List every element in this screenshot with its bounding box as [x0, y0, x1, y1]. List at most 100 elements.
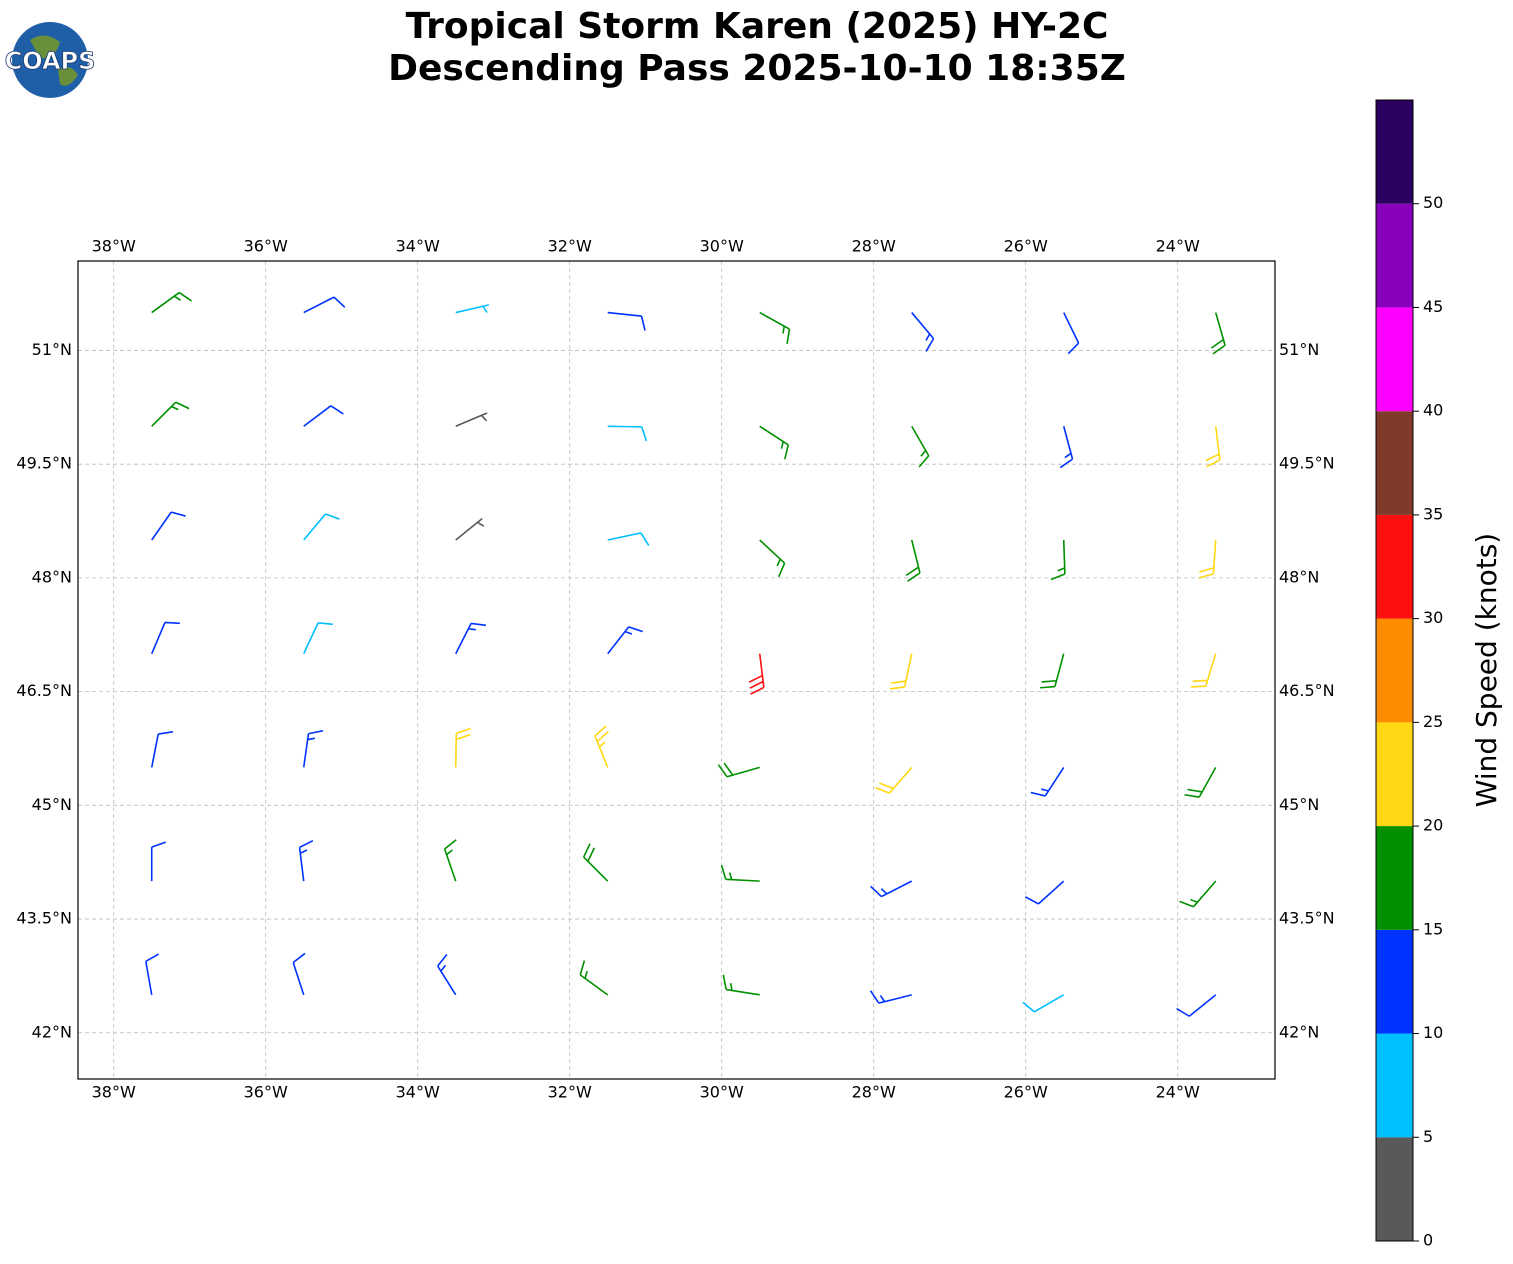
- y-tick-label: 49.5°N: [1279, 454, 1335, 473]
- wind-barb: [1184, 767, 1217, 798]
- wind-barb: [150, 621, 180, 655]
- wind-barb: [1210, 312, 1226, 355]
- y-tick-label: 48°N: [1279, 567, 1319, 586]
- wind-barb: [869, 990, 912, 1004]
- y-tick-label: 43.5°N: [1279, 909, 1335, 928]
- colorbar-tick-label: 10: [1423, 1023, 1443, 1042]
- wind-barb: [717, 762, 760, 778]
- colorbar-tick-label: 30: [1423, 608, 1443, 627]
- y-tick-label: 51°N: [32, 340, 72, 359]
- colorbar-tick-label: 40: [1423, 401, 1443, 420]
- y-tick-label: 48°N: [32, 567, 72, 586]
- x-tick-label: 26°W: [1004, 237, 1048, 256]
- x-tick-label: 32°W: [548, 237, 592, 256]
- wind-barb: [911, 312, 935, 352]
- wind-barb: [150, 841, 166, 882]
- wind-barb: [759, 311, 791, 344]
- colorbar-segment: [1376, 411, 1413, 515]
- x-tick-label: 34°W: [396, 1083, 440, 1102]
- wind-barb: [1040, 653, 1065, 689]
- x-tick-label: 34°W: [396, 237, 440, 256]
- wind-barb: [875, 766, 913, 794]
- wind-barb: [579, 960, 609, 996]
- x-tick-label: 28°W: [852, 237, 896, 256]
- y-tick-label: 45°N: [32, 795, 72, 814]
- y-tick-label: 42°N: [32, 1022, 72, 1041]
- logo-land: [30, 35, 78, 86]
- colorbar-tick-label: 0: [1423, 1231, 1433, 1250]
- wind-barb: [455, 304, 490, 314]
- colorbar-tick-label: 45: [1423, 297, 1443, 316]
- wind-barb: [759, 425, 790, 460]
- x-tick-label: 28°W: [852, 1083, 896, 1102]
- colorbar-frame: [1375, 99, 1414, 1242]
- wind-barb: [1176, 994, 1217, 1017]
- wind-barb: [607, 425, 648, 442]
- wind-barb: [722, 974, 760, 996]
- wind-barb: [911, 425, 930, 468]
- wind-barb: [145, 953, 160, 995]
- colorbar-segment: [1376, 203, 1413, 308]
- wind-barb: [292, 952, 306, 996]
- wind-barb: [1030, 766, 1065, 797]
- x-tick-label: 38°W: [92, 1083, 136, 1102]
- x-tick-label: 26°W: [1004, 1083, 1048, 1102]
- wind-barb: [607, 626, 644, 655]
- wind-barb: [748, 653, 765, 695]
- wind-barb: [905, 539, 921, 582]
- wind-barb: [1063, 312, 1080, 355]
- wind-barb: [151, 401, 190, 427]
- colorbar-tick-label: 20: [1423, 816, 1443, 835]
- colorbar-segment: [1376, 307, 1413, 412]
- x-tick-label: 36°W: [244, 237, 288, 256]
- logo: COAPS: [4, 22, 96, 98]
- wind-barb: [455, 412, 488, 428]
- x-tick-label: 38°W: [92, 237, 136, 256]
- x-tick-label: 36°W: [244, 1083, 288, 1102]
- colorbar-tick-label: 35: [1423, 504, 1443, 523]
- wind-barb: [455, 622, 487, 655]
- chart-subtitle: Descending Pass 2025-10-10 18:35Z: [388, 48, 1126, 89]
- colorbar-tick-label: 25: [1423, 712, 1443, 731]
- y-tick-label: 43.5°N: [16, 909, 72, 928]
- x-tick-label: 24°W: [1156, 237, 1200, 256]
- wind-barb: [150, 731, 174, 768]
- colorbar-segment: [1376, 929, 1413, 1034]
- wind-barb: [302, 729, 324, 768]
- x-tick-label: 32°W: [548, 1083, 592, 1102]
- wind-barb: [1190, 653, 1217, 688]
- wind-barb: [151, 511, 186, 541]
- wind-barb: [454, 727, 471, 768]
- wind-barb: [889, 653, 913, 690]
- y-tick-label: 45°N: [1279, 795, 1319, 814]
- wind-barb: [455, 517, 485, 541]
- x-tick-label: 30°W: [700, 1083, 744, 1102]
- wind-barb: [1024, 880, 1065, 905]
- wind-barb: [1179, 880, 1217, 908]
- wind-barb: [582, 843, 609, 882]
- chart-title: Tropical Storm Karen (2025) HY-2C: [406, 6, 1109, 47]
- wind-barb: [1050, 539, 1066, 581]
- colorbar-tick-label: 50: [1423, 193, 1443, 212]
- colorbar-segment: [1376, 618, 1413, 723]
- wind-barb: [443, 839, 457, 882]
- wind-barb: [303, 405, 344, 427]
- wind-barb: [1198, 539, 1217, 579]
- wind-barb: [303, 296, 346, 314]
- colorbar-segment: [1376, 1137, 1413, 1241]
- colorbar-segment: [1376, 826, 1413, 930]
- wind-barb: [720, 864, 760, 882]
- wind-barb: [302, 622, 333, 655]
- y-tick-label: 49.5°N: [16, 454, 72, 473]
- wind-barb: [1022, 994, 1065, 1013]
- y-tick-label: 42°N: [1279, 1022, 1319, 1041]
- colorbar-label: Wind Speed (knots): [1470, 533, 1503, 807]
- x-tick-label: 24°W: [1156, 1083, 1200, 1102]
- colorbar-segment: [1376, 514, 1413, 619]
- wind-barb: [594, 725, 609, 768]
- colorbar-segment: [1376, 100, 1413, 204]
- wind-barb: [607, 532, 650, 546]
- y-tick-label: 46.5°N: [16, 681, 72, 700]
- map-frame: [77, 260, 1276, 1080]
